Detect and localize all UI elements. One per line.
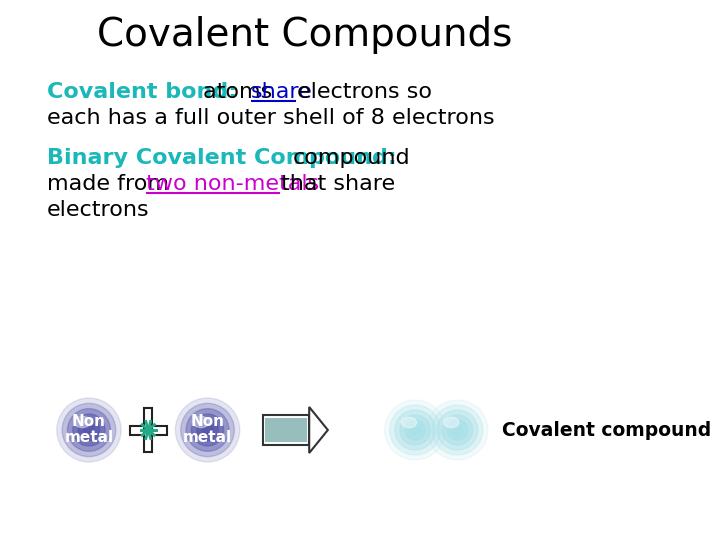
Ellipse shape [181,403,235,457]
Ellipse shape [405,420,426,440]
Text: metal: metal [183,430,232,445]
Ellipse shape [202,424,213,435]
Ellipse shape [74,416,91,428]
Ellipse shape [432,405,483,455]
Ellipse shape [193,416,210,428]
FancyBboxPatch shape [263,415,309,445]
Ellipse shape [73,414,105,446]
Text: Non: Non [191,415,225,429]
Text: two non-metals: two non-metals [145,174,319,194]
Text: electrons so: electrons so [297,82,432,102]
Ellipse shape [62,403,116,457]
Text: each has a full outer shell of 8 electrons: each has a full outer shell of 8 electro… [47,108,494,128]
Ellipse shape [176,398,240,462]
Ellipse shape [186,409,229,451]
Text: atoms: atoms [203,82,279,102]
Text: compound: compound [292,148,410,168]
Text: made from: made from [47,174,176,194]
Ellipse shape [78,420,99,441]
Ellipse shape [452,425,462,435]
FancyBboxPatch shape [265,418,307,442]
Ellipse shape [84,424,94,435]
Text: Covalent bond:: Covalent bond: [47,82,237,102]
Ellipse shape [400,415,431,445]
Ellipse shape [437,410,478,450]
Text: electrons: electrons [47,200,149,220]
FancyBboxPatch shape [145,408,152,452]
Text: Covalent Compounds: Covalent Compounds [97,16,513,54]
Ellipse shape [442,415,473,445]
Ellipse shape [427,400,488,460]
Ellipse shape [444,417,459,428]
Ellipse shape [57,398,121,462]
Ellipse shape [384,400,446,460]
Text: Binary Covalent Compound:: Binary Covalent Compound: [47,148,396,168]
Ellipse shape [401,417,417,428]
Polygon shape [309,407,328,453]
Ellipse shape [410,425,420,435]
Text: that share: that share [282,174,395,194]
Text: Non: Non [72,415,106,429]
Ellipse shape [447,420,467,440]
Text: Covalent compound: Covalent compound [502,421,711,440]
Ellipse shape [192,414,224,446]
FancyBboxPatch shape [130,426,167,435]
Text: share: share [251,82,312,102]
Text: metal: metal [64,430,114,445]
Ellipse shape [390,405,441,455]
Ellipse shape [395,410,436,450]
Ellipse shape [68,409,110,451]
Ellipse shape [197,420,218,441]
